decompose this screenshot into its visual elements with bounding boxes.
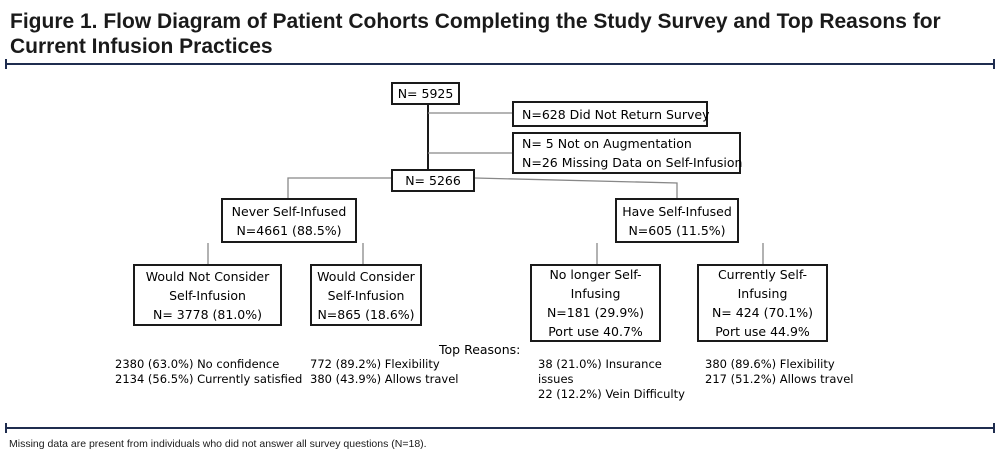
box-line: Self-Infusion	[327, 287, 405, 303]
reason-line: 772 (89.2%) Flexibility	[310, 357, 440, 371]
box-line: N= 5266	[405, 173, 461, 188]
box-line: N= 5925	[397, 86, 454, 101]
rule-cap	[993, 59, 995, 69]
box-would-consider: Would Consider Self-Infusion N=865 (18.6…	[310, 264, 422, 326]
rule-cap	[5, 423, 7, 433]
box-line: N=26 Missing Data on Self-Infusion	[522, 155, 743, 170]
box-line: Currently Self-	[717, 267, 808, 282]
box-never-self-infused: Never Self-Infused N=4661 (88.5%)	[221, 198, 357, 243]
box-line: Would Not Consider	[145, 268, 270, 284]
box-line: N=181 (29.9%)	[546, 305, 645, 320]
top-reasons-label: Top Reasons:	[439, 342, 521, 357]
box-line: N=628 Did Not Return Survey	[522, 106, 710, 122]
box-line: N= 3778 (81.0%)	[152, 306, 263, 322]
box-line: Never Self-Infused	[231, 203, 347, 219]
connector-never	[287, 177, 391, 198]
reasons-would-not-consider: 2380 (63.0%) No confidence 2134 (56.5%) …	[115, 357, 302, 387]
box-excluded-return: N=628 Did Not Return Survey	[512, 101, 710, 127]
connectors	[207, 112, 764, 264]
box-analyzed: N= 5266	[391, 169, 475, 192]
reasons-currently-self-infusing: 380 (89.6%) Flexibility 217 (51.2%) Allo…	[705, 357, 853, 387]
reason-line: issues	[538, 372, 574, 386]
rule-cap	[5, 59, 7, 69]
box-line: Would Consider	[317, 268, 415, 284]
reasons-would-consider: 772 (89.2%) Flexibility 380 (43.9%) Allo…	[310, 357, 458, 387]
box-total: N= 5925	[391, 82, 460, 105]
reason-line: 22 (12.2%) Vein Difficulty	[538, 387, 685, 401]
connector-have	[474, 177, 678, 198]
box-no-longer-self-infusing: No longer Self- Infusing N=181 (29.9%) P…	[530, 264, 661, 342]
box-have-self-infused: Have Self-Infused N=605 (11.5%)	[615, 198, 739, 243]
box-line: No longer Self-	[549, 267, 642, 282]
reason-line: 380 (43.9%) Allows travel	[310, 372, 459, 386]
box-line: Port use 40.7%	[548, 324, 643, 339]
box-line: N=4661 (88.5%)	[236, 222, 342, 238]
reason-line: 217 (51.2%) Allows travel	[705, 372, 854, 386]
bottom-rule	[5, 423, 995, 433]
box-line: N= 5 Not on Augmentation	[522, 136, 692, 151]
box-would-not-consider: Would Not Consider Self-Infusion N= 3778…	[133, 264, 282, 326]
box-line: Self-Infusion	[169, 287, 246, 303]
reasons-no-longer-self-infusing: 38 (21.0%) Insurance issues 22 (12.2%) V…	[538, 357, 685, 402]
box-line: Have Self-Infused	[622, 203, 732, 219]
box-line: N=865 (18.6%)	[317, 306, 415, 322]
box-line: Port use 44.9%	[715, 324, 810, 339]
footnote: Missing data are present from individual…	[9, 438, 427, 450]
box-line: N= 424 (70.1%)	[711, 305, 814, 320]
box-currently-self-infusing: Currently Self- Infusing N= 424 (70.1%) …	[697, 264, 828, 342]
rule-cap	[993, 423, 995, 433]
reason-line: 2380 (63.0%) No confidence	[115, 357, 280, 371]
box-excluded-other: N= 5 Not on Augmentation N=26 Missing Da…	[512, 132, 743, 174]
box-line: Infusing	[737, 286, 788, 301]
box-line: N=605 (11.5%)	[628, 222, 726, 238]
box-line: Infusing	[570, 286, 621, 301]
top-rule	[5, 59, 995, 69]
figure-title: Figure 1. Flow Diagram of Patient Cohort…	[10, 10, 941, 58]
reason-line: 2134 (56.5%) Currently satisfied	[115, 372, 303, 386]
reason-line: 380 (89.6%) Flexibility	[705, 357, 835, 371]
reason-line: 38 (21.0%) Insurance	[538, 357, 662, 371]
